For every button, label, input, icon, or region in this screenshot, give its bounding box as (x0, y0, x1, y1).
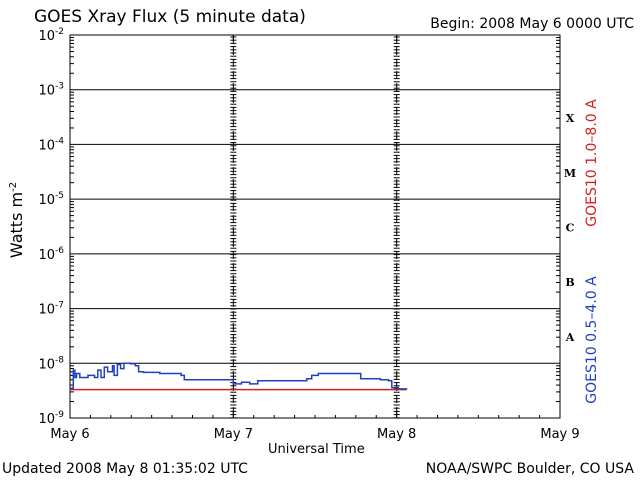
credit-text: NOAA/SWPC Boulder, CO USA (425, 461, 634, 477)
updated-timestamp: Updated 2008 May 8 01:35:02 UTC (2, 461, 248, 477)
flare-class-label: C (566, 222, 575, 235)
y-axis-label-base: Watts m (7, 191, 27, 259)
y-tick-label: 10-3 (38, 82, 64, 99)
x-axis-label: Universal Time (268, 442, 365, 457)
y-tick-label: 10-7 (38, 301, 64, 318)
y-tick-label: 10-6 (38, 246, 64, 263)
x-tick-label: May 7 (214, 427, 253, 442)
flare-class-label: X (566, 112, 575, 125)
y-tick-label: 10-4 (38, 136, 64, 153)
y-tick-label: 10-5 (38, 191, 64, 208)
begin-time: Begin: 2008 May 6 0000 UTC (430, 16, 634, 32)
y-axis-label: Watts m-2 (7, 181, 27, 259)
series-short-line (70, 362, 408, 390)
flare-class-label: B (565, 276, 574, 289)
flare-class-label: A (565, 331, 575, 344)
y-axis-label-exponent: -2 (7, 181, 19, 192)
x-tick-label: May 6 (50, 427, 89, 442)
x-tick-label: May 9 (540, 427, 579, 442)
plot-frame (69, 34, 561, 419)
y-tick-label: 10-9 (38, 410, 64, 427)
x-tick-label: May 8 (377, 427, 416, 442)
chart-title: GOES Xray Flux (5 minute data) (34, 7, 306, 27)
legend-short-channel: GOES10 0.5–4.0 A (584, 276, 600, 404)
legend-long-channel: GOES10 1.0–8.0 A (584, 99, 600, 227)
y-tick-label: 10-8 (38, 355, 64, 372)
flare-class-label: M (564, 167, 576, 180)
y-tick-label: 10-2 (38, 27, 64, 44)
